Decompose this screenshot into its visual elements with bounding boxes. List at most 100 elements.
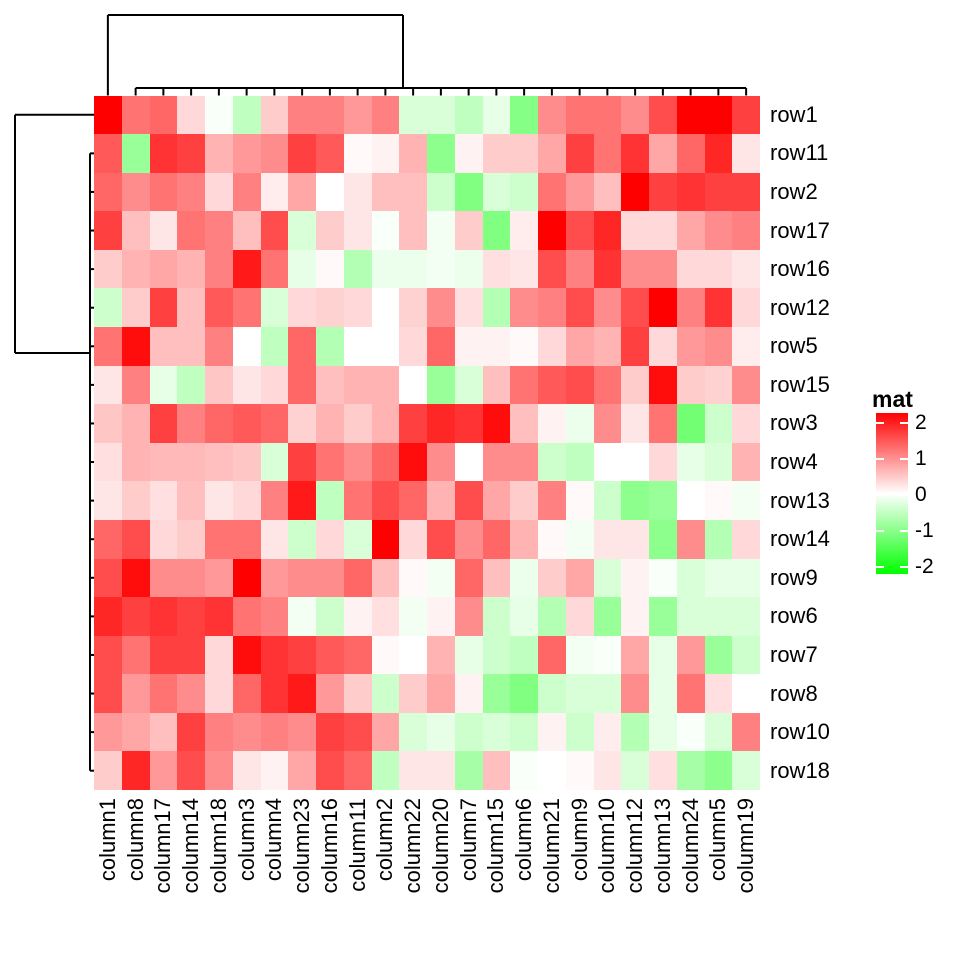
heatmap-cell [205, 520, 233, 559]
heatmap-cell [483, 96, 510, 134]
heatmap-cell [649, 751, 677, 790]
heatmap-cell [399, 751, 427, 790]
heatmap-cell [122, 173, 150, 211]
heatmap-cell [288, 636, 316, 674]
heatmap-cell [372, 443, 399, 481]
heatmap-cell [732, 713, 760, 751]
heatmap-cell [649, 636, 677, 674]
heatmap-cell [177, 443, 205, 481]
heatmap-cell [261, 520, 288, 559]
heatmap-cell [510, 96, 538, 134]
legend-tick-mark [876, 494, 884, 496]
heatmap-cell [177, 366, 205, 404]
heatmap-cell [399, 250, 427, 288]
heatmap-cell [621, 481, 649, 520]
heatmap-cell [233, 173, 261, 211]
heatmap-cell [566, 443, 594, 481]
heatmap-cell [566, 366, 594, 404]
heatmap-cell [205, 288, 233, 327]
row-label: row16 [770, 256, 830, 282]
heatmap-cell [316, 597, 344, 636]
heatmap-cell [372, 327, 399, 366]
heatmap-cell [205, 404, 233, 443]
heatmap-cell [649, 481, 677, 520]
heatmap-cell [150, 250, 177, 288]
heatmap-cell [288, 250, 316, 288]
heatmap-cell [233, 559, 261, 597]
heatmap-cell [594, 404, 621, 443]
heatmap-cell [399, 96, 427, 134]
heatmap-cell [205, 96, 233, 134]
legend-tick-label: 2 [915, 411, 927, 434]
heatmap-cell [233, 520, 261, 559]
heatmap-cell [427, 134, 455, 173]
heatmap-cell [510, 288, 538, 327]
heatmap-cell [732, 481, 760, 520]
heatmap-cell [649, 520, 677, 559]
heatmap-cell [177, 636, 205, 674]
heatmap-cell [594, 96, 621, 134]
legend-tick-label: 0 [915, 483, 927, 506]
heatmap-cell [538, 751, 566, 790]
heatmap-cell [566, 751, 594, 790]
heatmap-cell [705, 404, 732, 443]
heatmap-cell [705, 327, 732, 366]
heatmap-cell [122, 597, 150, 636]
column-label: column20 [427, 798, 453, 894]
heatmap-cell [150, 751, 177, 790]
heatmap-cell [233, 674, 261, 713]
heatmap-cell [94, 404, 122, 443]
heatmap-cell [288, 559, 316, 597]
heatmap-cell [677, 597, 705, 636]
heatmap-cell [594, 481, 621, 520]
column-label: column5 [705, 798, 731, 882]
heatmap-cell [177, 597, 205, 636]
heatmap-cell [677, 404, 705, 443]
heatmap-cell [649, 288, 677, 327]
heatmap-cell [344, 173, 372, 211]
heatmap-cell [538, 404, 566, 443]
heatmap-cell [483, 559, 510, 597]
heatmap-cell [122, 211, 150, 250]
heatmap-cell [427, 366, 455, 404]
heatmap-cell [288, 751, 316, 790]
heatmap-cell [483, 250, 510, 288]
heatmap-cell [399, 288, 427, 327]
heatmap-cell [455, 404, 483, 443]
heatmap-cell [427, 173, 455, 211]
heatmap-cell [122, 636, 150, 674]
heatmap-cell [538, 134, 566, 173]
heatmap-cell [538, 674, 566, 713]
heatmap-cell [732, 597, 760, 636]
heatmap-cell [649, 404, 677, 443]
heatmap-cell [621, 404, 649, 443]
heatmap-cell [94, 211, 122, 250]
heatmap-cell [233, 96, 261, 134]
heatmap-cell [372, 250, 399, 288]
heatmap-cell [233, 481, 261, 520]
heatmap-cell [677, 96, 705, 134]
heatmap-cell [122, 288, 150, 327]
heatmap-cell [94, 597, 122, 636]
heatmap-cell [510, 674, 538, 713]
heatmap-cell [150, 443, 177, 481]
heatmap-cell [594, 597, 621, 636]
row-label: row17 [770, 217, 830, 243]
heatmap-cell [177, 481, 205, 520]
heatmap-cell [705, 481, 732, 520]
heatmap-cell [732, 96, 760, 134]
heatmap-cell [455, 288, 483, 327]
heatmap-cell [427, 96, 455, 134]
heatmap-cell [122, 134, 150, 173]
legend-tick-mark [900, 530, 908, 532]
row-label: row3 [770, 410, 818, 436]
heatmap-cell [316, 134, 344, 173]
heatmap-cell [510, 366, 538, 404]
heatmap-cell [538, 288, 566, 327]
column-label: column8 [122, 798, 148, 882]
heatmap-cell [177, 559, 205, 597]
heatmap-cell [150, 404, 177, 443]
legend-title: mat [872, 386, 913, 412]
heatmap-cell [566, 404, 594, 443]
